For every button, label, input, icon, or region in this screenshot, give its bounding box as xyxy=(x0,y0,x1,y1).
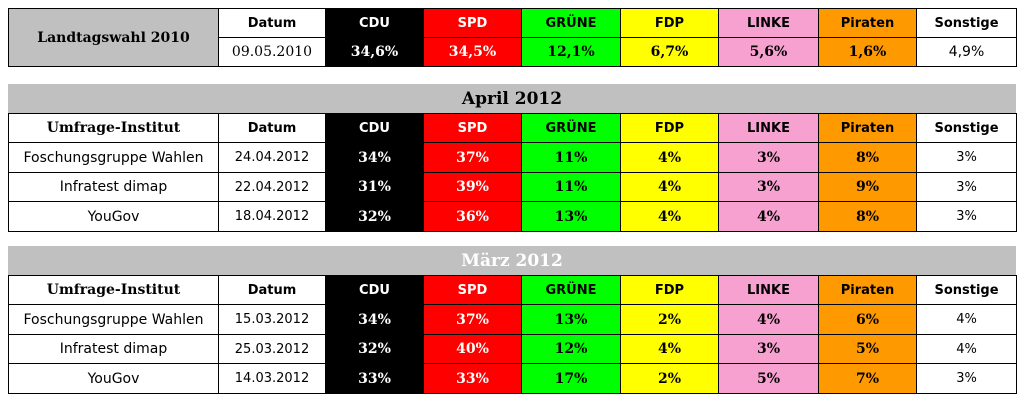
election-label: Landtagswahl 2010 xyxy=(8,8,219,67)
poll-value: 8% xyxy=(818,201,917,232)
election-value: 34,6% xyxy=(325,37,424,67)
column-header: Sonstige xyxy=(916,113,1017,143)
poll-value: 4% xyxy=(718,304,819,335)
column-header: Umfrage-Institut xyxy=(8,113,219,143)
column-header: FDP xyxy=(620,8,719,38)
poll-value: 4% xyxy=(916,304,1017,335)
section-title: März 2012 xyxy=(8,246,1016,275)
poll-value: Foschungsgruppe Wahlen xyxy=(8,142,219,173)
column-header: Piraten xyxy=(818,275,917,305)
column-header: SPD xyxy=(423,113,522,143)
poll-value: 34% xyxy=(325,142,424,173)
column-header: SPD xyxy=(423,8,522,38)
poll-value: 31% xyxy=(325,172,424,202)
poll-value: 4% xyxy=(620,172,719,202)
poll-value: 2% xyxy=(620,304,719,335)
poll-value: 34% xyxy=(325,304,424,335)
poll-value: 13% xyxy=(521,201,621,232)
column-header: Piraten xyxy=(818,8,917,38)
poll-value: YouGov xyxy=(8,363,219,394)
poll-value: 14.03.2012 xyxy=(218,363,326,394)
poll-value: 17% xyxy=(521,363,621,394)
poll-value: Infratest dimap xyxy=(8,172,219,202)
column-header: CDU xyxy=(325,275,424,305)
poll-value: 3% xyxy=(718,142,819,173)
column-header: Datum xyxy=(218,275,326,305)
poll-value: 37% xyxy=(423,304,522,335)
column-header: LINKE xyxy=(718,8,819,38)
column-header: GRÜNE xyxy=(521,275,621,305)
poll-value: 3% xyxy=(916,363,1017,394)
poll-value: 3% xyxy=(718,334,819,364)
column-header: Datum xyxy=(218,8,326,38)
poll-value: 9% xyxy=(818,172,917,202)
poll-value: Foschungsgruppe Wahlen xyxy=(8,304,219,335)
column-header: Datum xyxy=(218,113,326,143)
poll-value: 3% xyxy=(916,201,1017,232)
poll-value: 11% xyxy=(521,142,621,173)
poll-value: 2% xyxy=(620,363,719,394)
column-header: CDU xyxy=(325,8,424,38)
poll-value: 32% xyxy=(325,201,424,232)
poll-value: 37% xyxy=(423,142,522,173)
column-header: FDP xyxy=(620,113,719,143)
poll-value: 39% xyxy=(423,172,522,202)
poll-value: 15.03.2012 xyxy=(218,304,326,335)
election-value: 09.05.2010 xyxy=(218,37,326,67)
poll-value: 5% xyxy=(718,363,819,394)
column-header: FDP xyxy=(620,275,719,305)
section-title: April 2012 xyxy=(8,84,1016,113)
poll-value: 4% xyxy=(916,334,1017,364)
poll-value: 25.03.2012 xyxy=(218,334,326,364)
poll-value: 11% xyxy=(521,172,621,202)
poll-value: 3% xyxy=(916,142,1017,173)
poll-value: 4% xyxy=(620,334,719,364)
poll-value: 33% xyxy=(423,363,522,394)
poll-value: 32% xyxy=(325,334,424,364)
poll-value: 36% xyxy=(423,201,522,232)
poll-value: 22.04.2012 xyxy=(218,172,326,202)
column-header: LINKE xyxy=(718,113,819,143)
column-header: CDU xyxy=(325,113,424,143)
column-header: Sonstige xyxy=(916,275,1017,305)
column-header: GRÜNE xyxy=(521,113,621,143)
election-value: 1,6% xyxy=(818,37,917,67)
poll-value: 4% xyxy=(620,142,719,173)
column-header: Umfrage-Institut xyxy=(8,275,219,305)
poll-value: Infratest dimap xyxy=(8,334,219,364)
poll-value: 33% xyxy=(325,363,424,394)
column-header: Piraten xyxy=(818,113,917,143)
column-header: LINKE xyxy=(718,275,819,305)
poll-value: 4% xyxy=(620,201,719,232)
poll-value: 6% xyxy=(818,304,917,335)
poll-value: YouGov xyxy=(8,201,219,232)
election-value: 34,5% xyxy=(423,37,522,67)
poll-value: 7% xyxy=(818,363,917,394)
column-header: Sonstige xyxy=(916,8,1017,38)
poll-value: 12% xyxy=(521,334,621,364)
election-value: 12,1% xyxy=(521,37,621,67)
poll-value: 24.04.2012 xyxy=(218,142,326,173)
election-value: 4,9% xyxy=(916,37,1017,67)
poll-value: 5% xyxy=(818,334,917,364)
column-header: GRÜNE xyxy=(521,8,621,38)
poll-value: 40% xyxy=(423,334,522,364)
poll-value: 13% xyxy=(521,304,621,335)
poll-value: 8% xyxy=(818,142,917,173)
poll-value: 3% xyxy=(718,172,819,202)
poll-value: 18.04.2012 xyxy=(218,201,326,232)
election-value: 5,6% xyxy=(718,37,819,67)
column-header: SPD xyxy=(423,275,522,305)
poll-value: 4% xyxy=(718,201,819,232)
election-value: 6,7% xyxy=(620,37,719,67)
poll-value: 3% xyxy=(916,172,1017,202)
